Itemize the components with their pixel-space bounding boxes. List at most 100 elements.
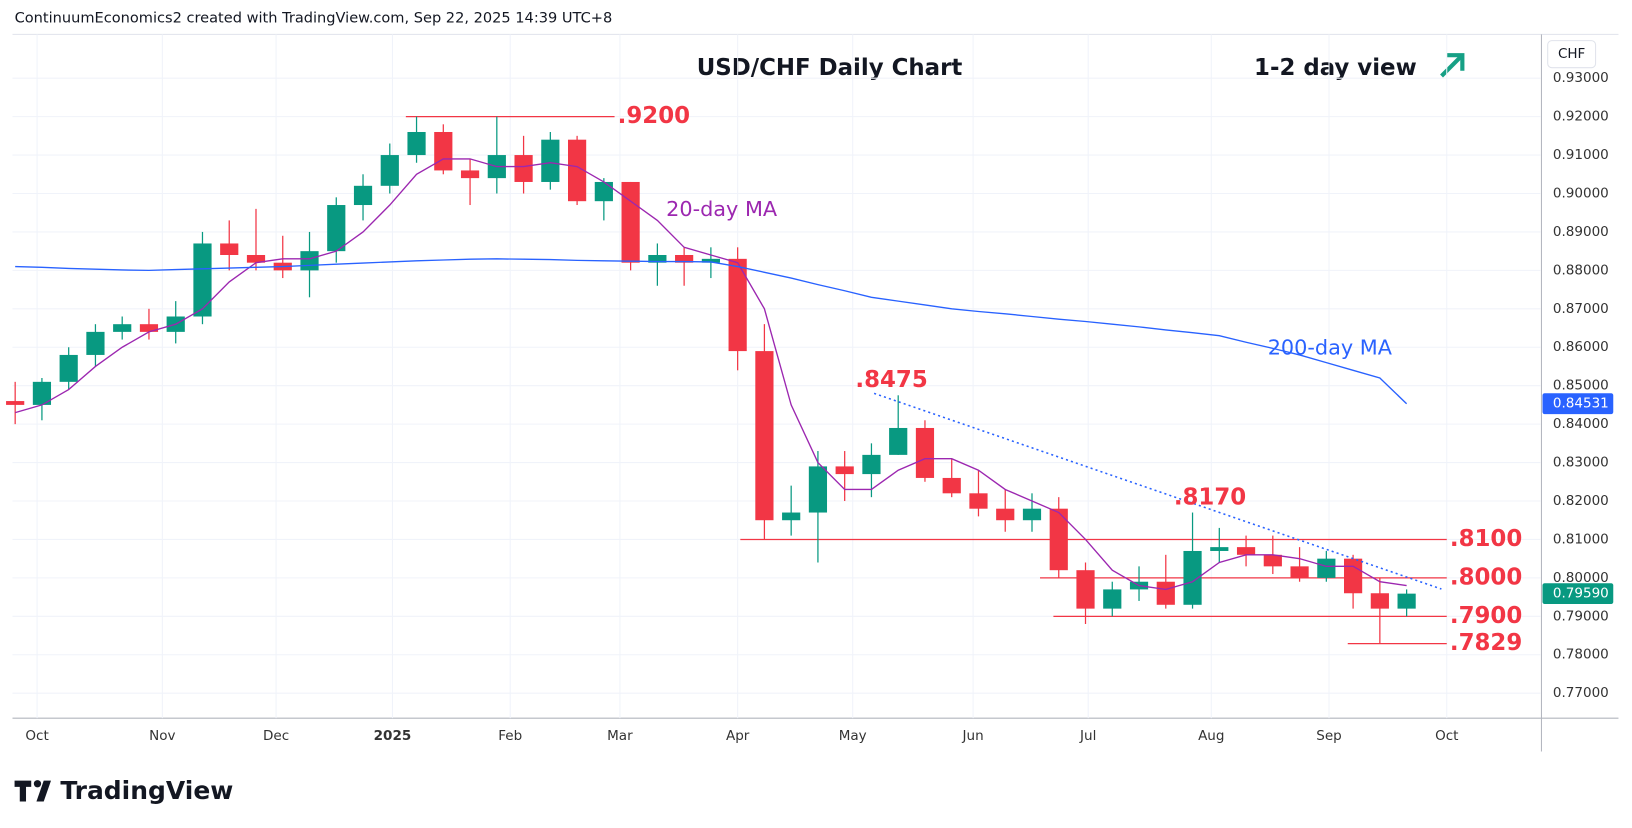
candle-body [139,324,159,332]
candle-body [353,185,373,206]
currency-label: CHF [1558,46,1585,62]
candle-body [942,477,961,494]
candle-body [782,512,801,521]
level-label: .7829 [1450,630,1522,656]
last-price-label: 0.84531 [1553,396,1609,412]
candle-body [1076,570,1095,609]
candle-body [193,243,212,317]
y-tick-label: 0.93000 [1553,70,1609,86]
candle-body [728,258,747,352]
brand-logo [14,780,51,802]
candle-body [1049,508,1068,571]
moving-average [14,158,1407,591]
y-tick-label: 0.91000 [1553,147,1609,163]
candle-body [220,243,239,255]
candle-body [969,493,988,509]
y-tick-label: 0.82000 [1553,493,1609,509]
x-tick-label: Oct [25,728,48,744]
candle-body [1156,581,1175,605]
candle-body [996,508,1015,521]
candle-body [862,454,881,475]
level-label: .9200 [618,103,690,129]
x-tick-label: Jun [962,728,984,744]
candle-body [327,205,346,252]
y-tick-label: 0.87000 [1553,301,1609,317]
candle-body [6,401,25,405]
candle-body [835,466,854,475]
level-label: .8100 [1450,526,1522,552]
candle-body [300,251,319,271]
candle-body [59,354,78,382]
level-label: .8000 [1450,564,1522,590]
x-tick-label: Dec [263,728,289,744]
candle-body [648,254,667,263]
plot [6,115,1447,645]
candle-body [1236,547,1256,555]
candle-body [434,131,453,171]
ma-label: 200-day MA [1268,336,1393,360]
x-tick-label: Jul [1079,728,1096,744]
candle-body [460,170,480,179]
candle-body [1290,566,1309,578]
candle-body [808,466,828,513]
chart-title: USD/CHF Daily Chart [697,55,963,81]
candle-body [1183,550,1202,605]
x-tick-label: Sep [1316,728,1341,744]
x-tick-label: Feb [498,728,522,744]
candle-body [621,181,640,263]
view-arrow [1440,53,1465,78]
y-tick-label: 0.86000 [1553,339,1609,355]
y-tick-label: 0.84000 [1553,416,1609,432]
trend-line [873,392,1442,590]
candle-body [514,155,533,182]
currency-badge[interactable] [1547,40,1597,69]
peak-label: .8475 [855,367,927,393]
candle-body [1103,589,1122,609]
y-tick-label: 0.88000 [1553,262,1609,278]
header: ContinuumEconomics2 created with Trading… [15,10,613,27]
x-tick-label: May [839,728,867,744]
candle-body [567,139,587,202]
y-tick-label: 0.89000 [1553,224,1609,240]
candle-body [701,258,720,263]
x-tick-label: Oct [1435,728,1458,744]
brand-name: TradingView [60,776,233,805]
candle-body [594,181,613,202]
ma-label: 20-day MA [666,197,778,221]
peak-label: .8170 [1174,484,1246,510]
y-tick-label: 0.92000 [1553,109,1609,125]
level-label: .7900 [1450,603,1522,629]
y-tick-label: 0.83000 [1553,455,1609,471]
x-tick-label: Mar [607,728,633,744]
candle-body [915,427,935,478]
last-price-label: 0.79590 [1553,586,1609,602]
y-tick-label: 0.90000 [1553,185,1609,201]
candle-body [541,139,560,182]
x-tick-label: 2025 [374,728,412,744]
candle-body [407,131,426,156]
moving-average [15,258,1408,405]
candle-body [889,427,908,455]
y-tick-label: 0.77000 [1553,685,1609,701]
last-price-box [1542,583,1614,605]
candle-body [32,381,52,405]
view-label: 1-2 day view [1254,55,1417,81]
candle-body [246,254,266,263]
y-tick-label: 0.80000 [1553,570,1609,586]
candle-body [113,324,132,332]
candle-body [380,155,399,186]
x-tick-label: Nov [149,728,175,744]
candle-body [86,331,105,355]
candle-body [1397,593,1416,609]
candle-body [675,254,694,263]
y-tick-label: 0.85000 [1553,378,1609,394]
grid [12,34,1541,719]
x-tick-label: Aug [1198,728,1224,744]
candle-body [755,351,774,521]
candle-body [1317,558,1336,578]
y-tick-label: 0.79000 [1553,608,1609,624]
x-tick-label: Apr [726,728,750,744]
y-tick-label: 0.78000 [1553,647,1609,663]
